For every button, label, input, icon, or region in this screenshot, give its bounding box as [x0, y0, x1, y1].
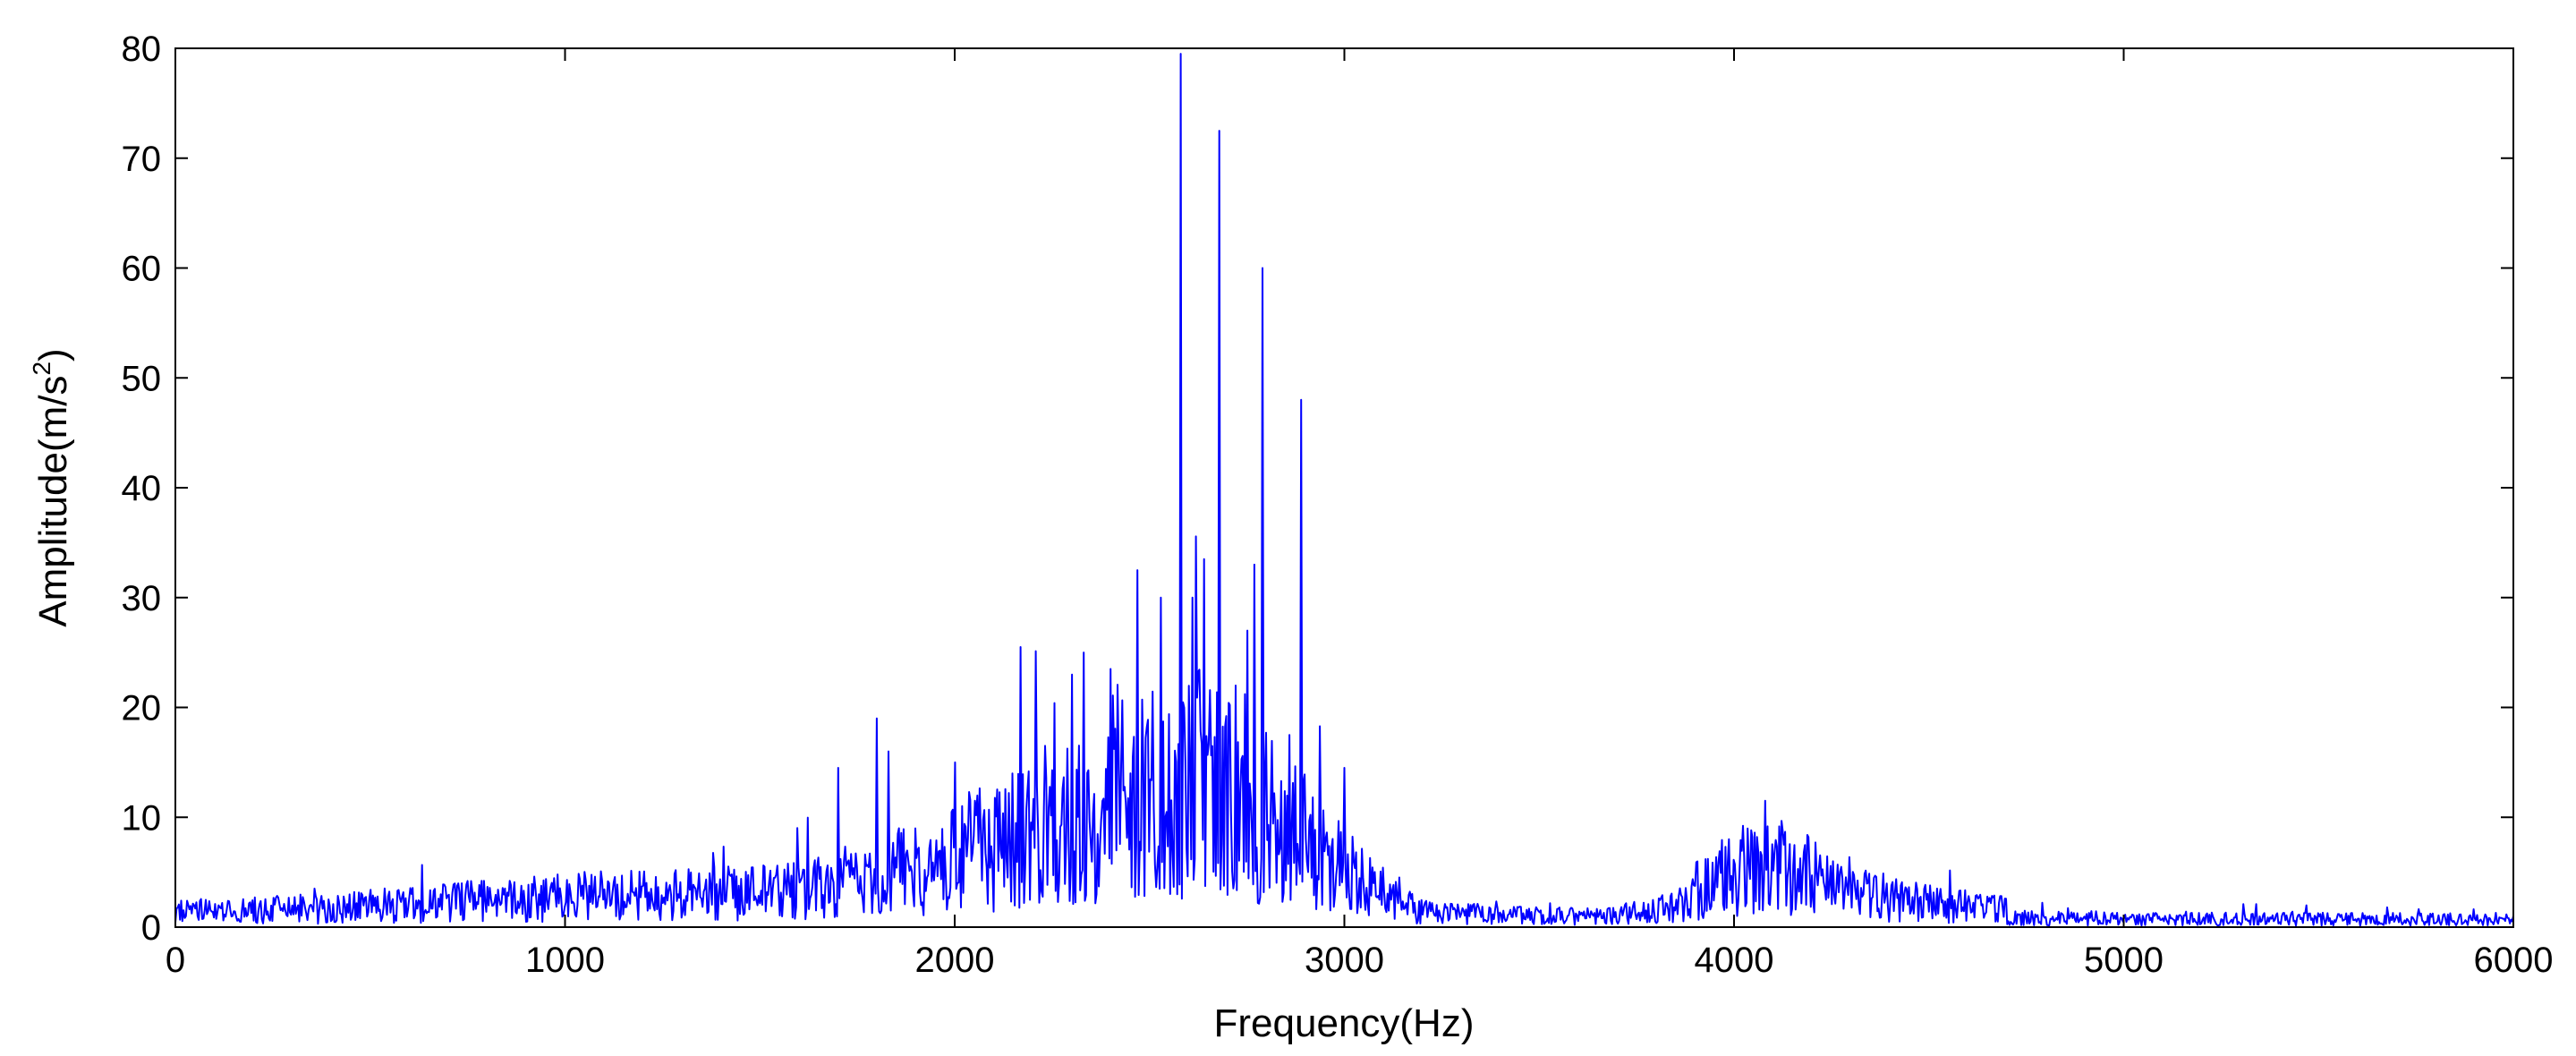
x-tick-label: 6000: [2474, 941, 2554, 980]
y-axis-label-close: ): [31, 348, 75, 362]
y-tick-label: 60: [122, 250, 162, 289]
y-axis-label-superscript: 2: [28, 362, 55, 376]
x-tick-label: 2000: [915, 941, 995, 980]
y-tick-label: 70: [122, 140, 162, 179]
x-tick-label: 0: [166, 941, 185, 980]
x-tick-label: 3000: [1305, 941, 1384, 980]
x-tick-label: 5000: [2084, 941, 2164, 980]
y-axis-label-main: Amplitude(m/s: [31, 376, 75, 627]
y-tick-label: 30: [122, 579, 162, 618]
y-tick-label: 80: [122, 30, 162, 69]
y-tick-label: 0: [141, 908, 161, 948]
y-axis-label: Amplitude(m/s2): [28, 348, 75, 626]
y-axis: 0 10 20 30 40 50 60 70 80: [122, 30, 2513, 948]
x-tick-label: 4000: [1695, 941, 1774, 980]
x-tick-label: 1000: [525, 941, 605, 980]
x-axis-label: Frequency(Hz): [1214, 1001, 1475, 1045]
x-axis: 0 1000 2000 3000 4000 5000 6000: [166, 48, 2554, 980]
y-tick-label: 20: [122, 689, 162, 728]
y-tick-label: 50: [122, 359, 162, 398]
y-tick-label: 40: [122, 469, 162, 508]
y-tick-label: 10: [122, 798, 162, 838]
